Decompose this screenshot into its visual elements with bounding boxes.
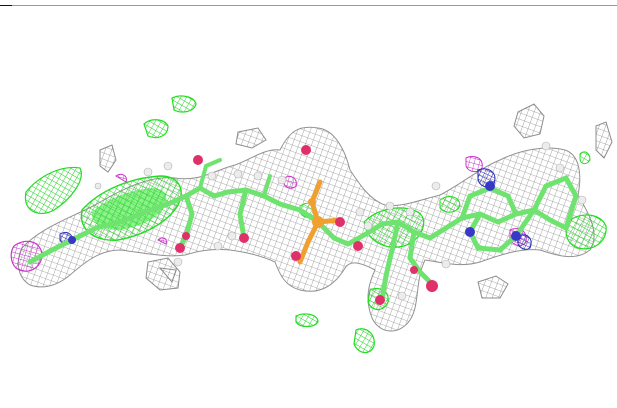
top-border: [0, 5, 617, 6]
atoms-oxygen: [175, 145, 438, 305]
atoms-hydrogen: [94, 141, 587, 301]
top-border-tick: [0, 5, 12, 6]
grey-mesh-fragments: [99, 103, 613, 299]
atoms-nitrogen: [68, 181, 521, 244]
atoms-phosphorus: [308, 198, 324, 228]
